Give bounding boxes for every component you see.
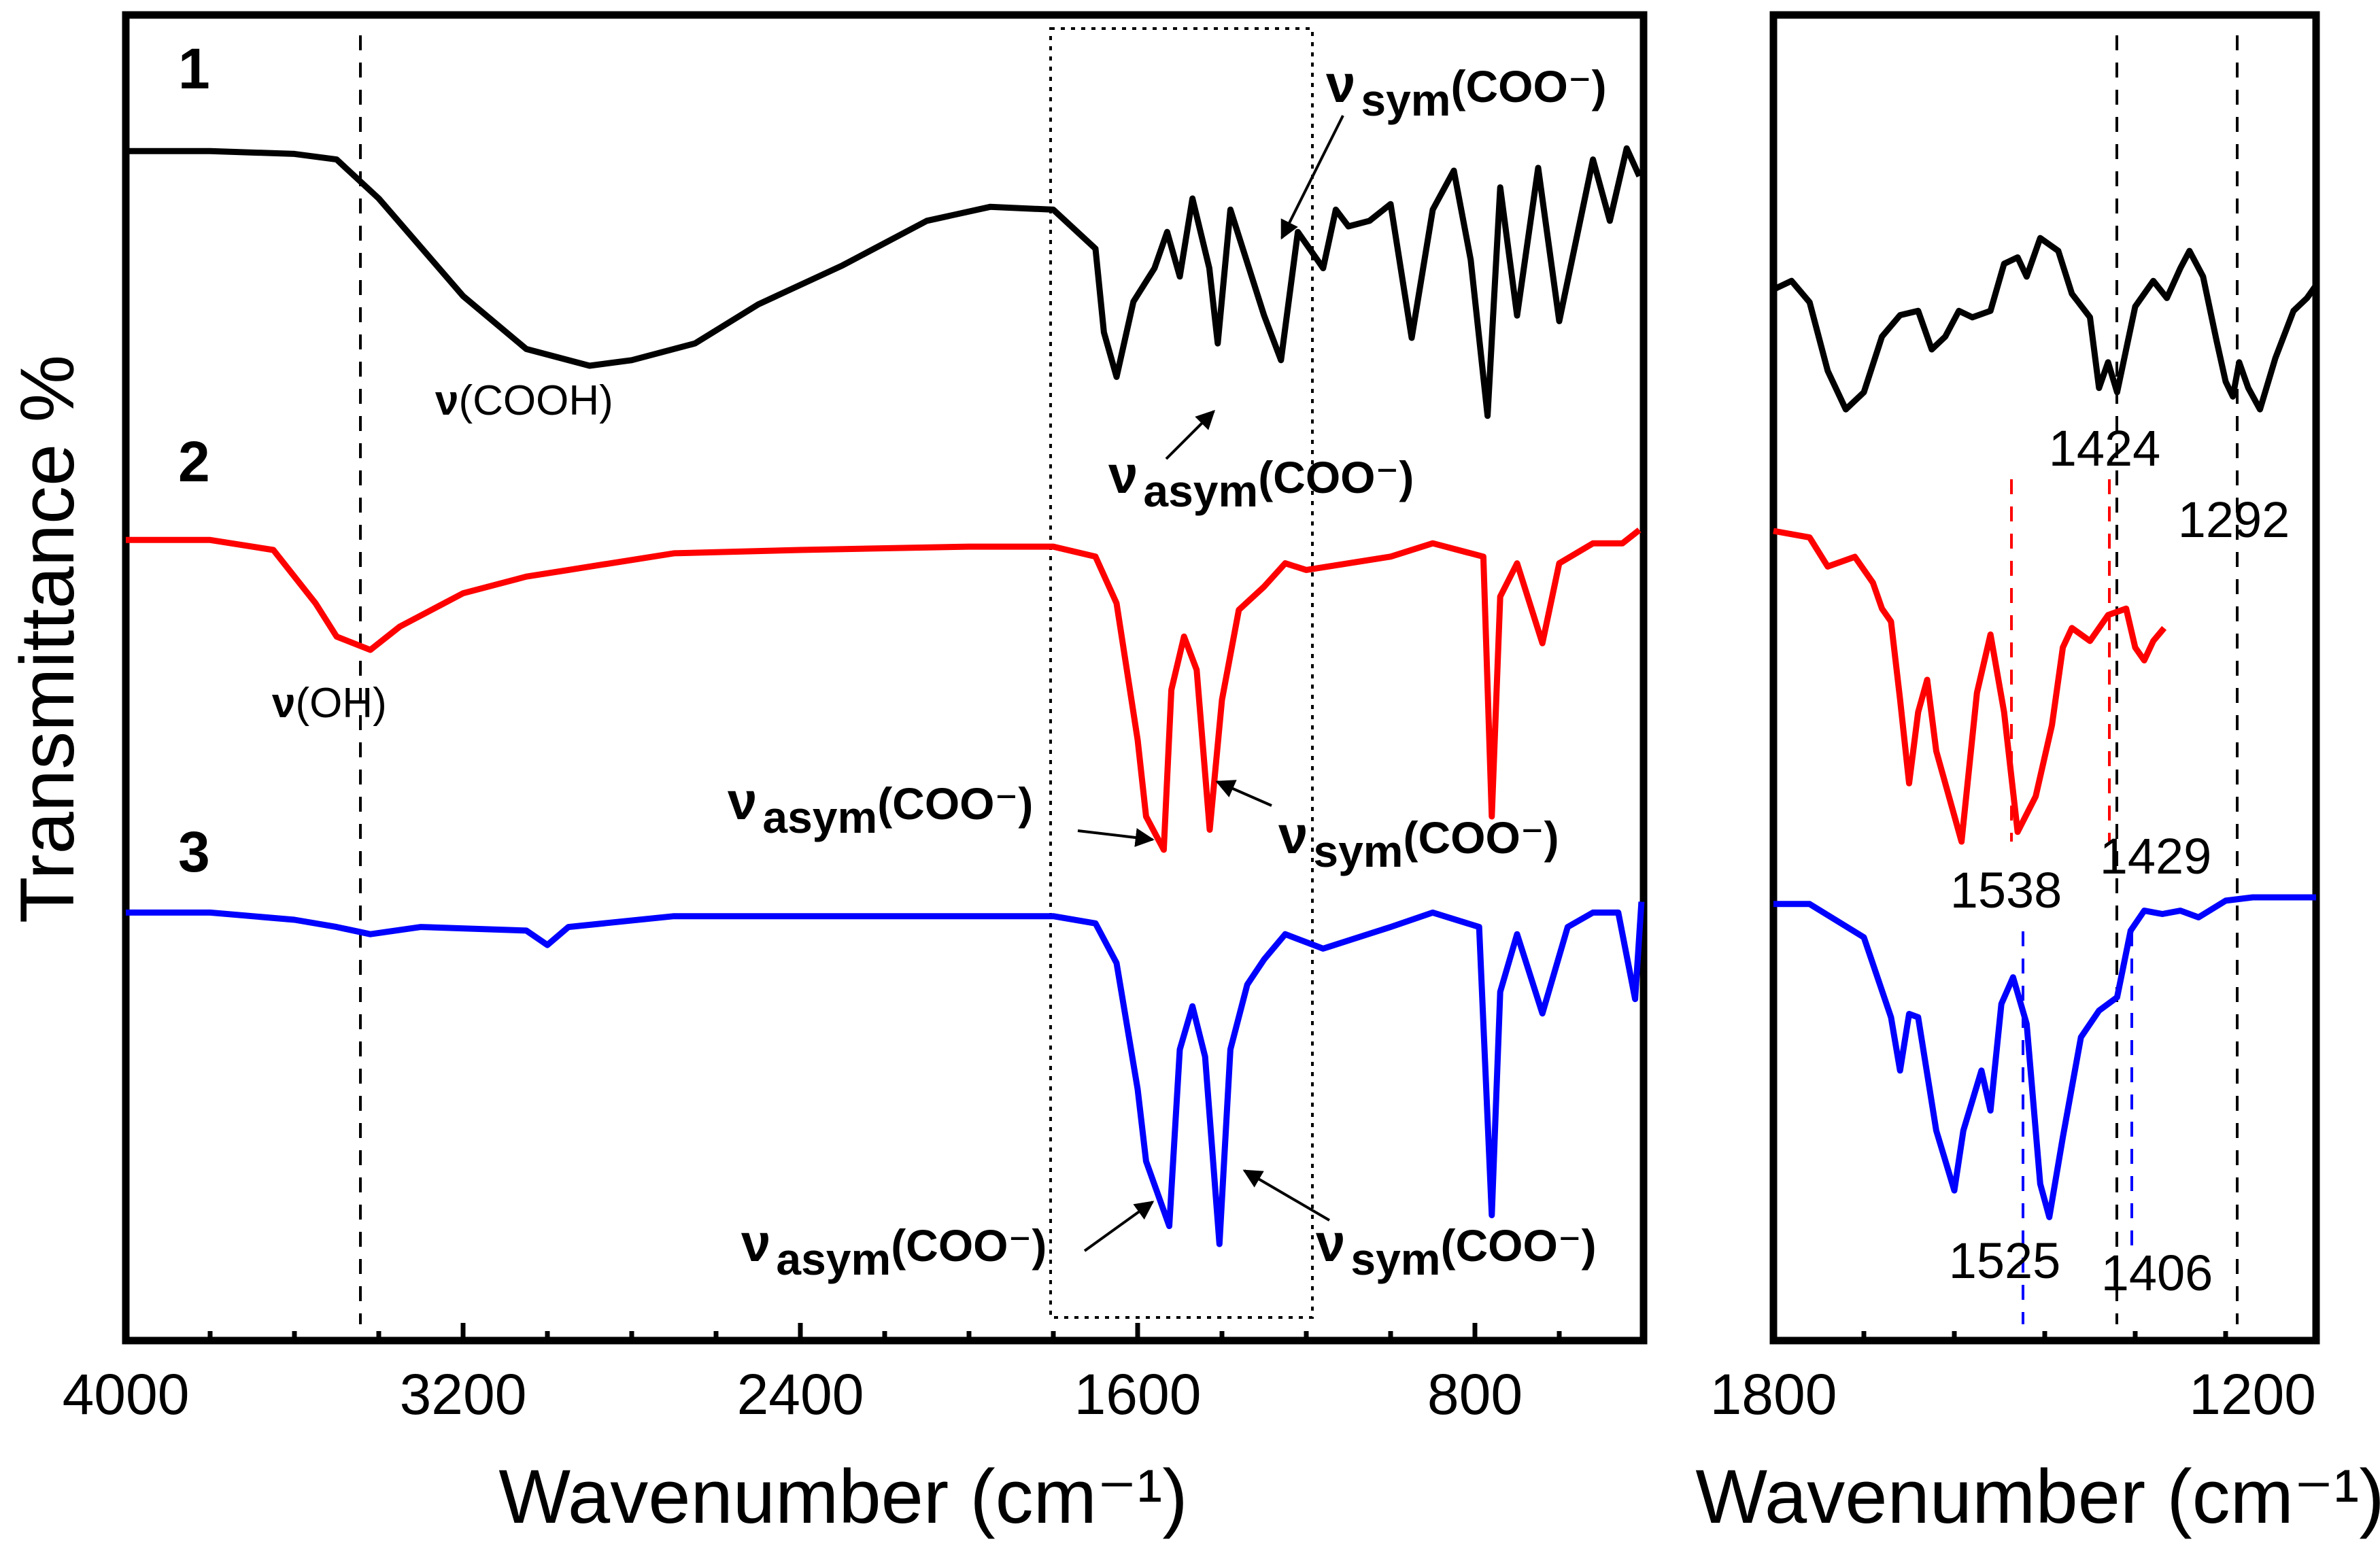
y-axis-title: Transmittance % (5, 355, 90, 923)
peak-label-1292: 1292 (2178, 492, 2290, 548)
peak-label-1525: 1525 (1949, 1232, 2061, 1289)
main-plot-frame (122, 11, 1648, 1345)
annotation-asym-series-2: ν asym(COO⁻) (728, 771, 1155, 847)
peak-label-1429: 1429 (2100, 828, 2212, 884)
annotation-group: (COO⁻) (1441, 1220, 1597, 1271)
zoom-spectrum-line-series-2 (1773, 528, 2167, 845)
series-label-3: 3 (178, 820, 210, 884)
zoom-x-ticks (1771, 1323, 2319, 1341)
annotation-sym-series-2: ν sym(COO⁻) (1215, 780, 1559, 876)
zoom-x-tick-label-1800: 1800 (1710, 1362, 1837, 1426)
annotation-sub: sym (1313, 826, 1403, 876)
series-label-1: 1 (178, 37, 210, 101)
spectrum-line-series-2 (126, 528, 1642, 853)
series-label-2: 2 (178, 430, 210, 494)
zoom-spectrum-line-series-3 (1773, 894, 2316, 1220)
annotation-sub: sym (1350, 1234, 1440, 1284)
spectrum-line-series-1 (126, 145, 1642, 419)
annotation-arrow (1083, 1201, 1155, 1252)
annotation-nu: ν (272, 680, 295, 727)
annotation-arrow (1280, 115, 1344, 240)
annotation-group: (COO⁻) (891, 1220, 1047, 1271)
annotation-label: ν(OH) (272, 680, 387, 727)
peak-label-1538: 1538 (1950, 862, 2062, 918)
annotation-sub: sym (1361, 75, 1450, 125)
annotation-label: ν sym(COO⁻) (1278, 805, 1559, 876)
annotation-nu: ν (1326, 54, 1355, 114)
zoom-spectrum-line-series-1 (1772, 235, 2319, 413)
panel-main: 1 2 3 ν(COOH) ν sym(COO⁻) ν asym(COO⁻) ν(O… (5, 11, 1648, 1539)
annotation-oh: ν(OH) (272, 680, 387, 727)
annotation-sym-series-1: ν sym(COO⁻) (1280, 54, 1607, 240)
main-x-tick-label-1600: 1600 (1074, 1362, 1202, 1426)
annotation-group: (COO⁻) (1451, 61, 1607, 111)
highlight-box (1049, 27, 1314, 1319)
annotation-group: (COO⁻) (1258, 452, 1414, 502)
annotation-sub: asym (762, 792, 877, 842)
annotation-label: ν asym(COO⁻) (1108, 445, 1414, 516)
annotation-group: (COOH) (458, 377, 613, 424)
main-x-tick-label-800: 800 (1427, 1362, 1523, 1426)
annotation-nu: ν (435, 377, 458, 424)
main-x-tick-label-3200: 3200 (400, 1362, 527, 1426)
main-x-tick-label-4000: 4000 (63, 1362, 190, 1426)
zoom-plot-frame (1769, 11, 2320, 1345)
main-x-ticks (123, 1323, 1646, 1341)
main-x-tick-label-2400: 2400 (737, 1362, 864, 1426)
annotation-group: (COO⁻) (877, 778, 1033, 829)
annotation-arrow (1242, 1169, 1331, 1222)
annotation-sub: asym (776, 1234, 891, 1284)
annotation-label: ν sym(COO⁻) (1316, 1213, 1597, 1284)
annotation-asym-series-3: ν asym(COO⁻) (741, 1201, 1155, 1284)
annotation-nu: ν (1278, 805, 1308, 865)
annotation-nu: ν (1108, 445, 1138, 504)
annotation-label: ν(COOH) (435, 377, 613, 424)
annotation-sub: asym (1143, 466, 1258, 516)
peak-label-1424: 1424 (2049, 420, 2161, 477)
annotation-arrow (1215, 780, 1272, 807)
main-x-axis-title: Wavenumber (cm⁻¹) (498, 1454, 1187, 1539)
annotation-label: ν asym(COO⁻) (728, 771, 1033, 842)
zoom-x-tick-label-1200: 1200 (2189, 1362, 2316, 1426)
annotation-asym-series-1: ν asym(COO⁻) (1108, 410, 1414, 516)
zoom-x-axis-title: Wavenumber (cm⁻¹) (1695, 1454, 2380, 1539)
spectrum-line-series-3 (126, 901, 1645, 1247)
annotation-arrow (1077, 828, 1155, 847)
annotation-sym-series-3: ν sym(COO⁻) (1242, 1169, 1597, 1284)
annotation-nu: ν (728, 771, 757, 831)
annotation-nu: ν (741, 1213, 770, 1273)
annotation-label: ν sym(COO⁻) (1326, 54, 1607, 125)
peak-label-1406: 1406 (2101, 1245, 2213, 1301)
annotation-nu: ν (1316, 1213, 1345, 1273)
panel-zoom: 1424 1292 1538 1429 1525 1406 1800 1200 … (1695, 11, 2380, 1539)
annotation-cooh: ν(COOH) (435, 377, 613, 424)
annotation-group: (COO⁻) (1404, 812, 1559, 863)
annotation-label: ν asym(COO⁻) (741, 1213, 1047, 1284)
annotation-group: (OH) (295, 680, 386, 727)
annotation-arrow (1165, 410, 1215, 460)
